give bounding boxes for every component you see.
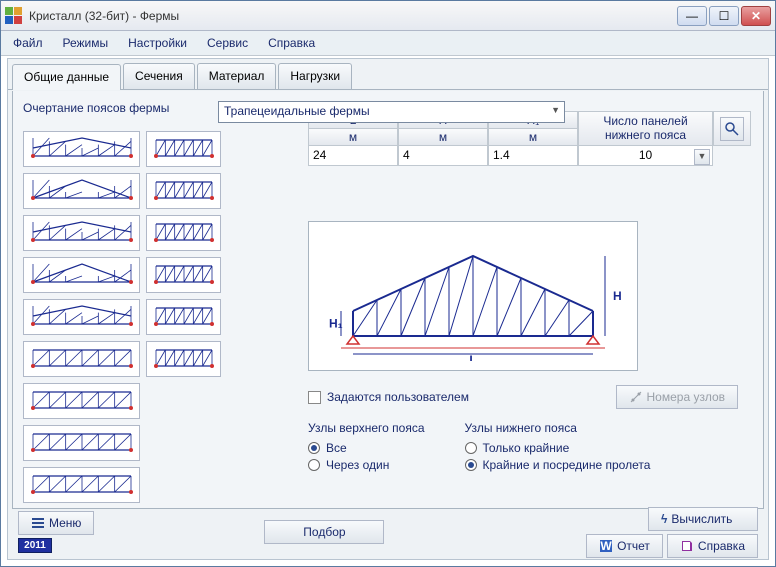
tabstrip: Общие данные Сечения Материал Нагрузки	[8, 59, 768, 90]
tab-sections[interactable]: Сечения	[123, 63, 195, 89]
truss-diagram: L H H₁	[308, 221, 638, 371]
truss-type-4[interactable]	[23, 299, 140, 335]
param-L-unit: м	[308, 129, 398, 146]
truss-type-r1[interactable]	[146, 173, 221, 209]
svg-text:L: L	[469, 353, 476, 361]
param-H-value[interactable]: 4	[398, 146, 488, 166]
options-area: Задаются пользователем Номера узлов Узлы…	[308, 385, 753, 475]
truss-type-1[interactable]	[23, 173, 140, 209]
node-icon	[629, 390, 643, 404]
menu-icon	[31, 516, 45, 530]
titlebar: Кристалл (32-бит) - Фермы — ☐ ✕	[1, 1, 775, 31]
menu-button[interactable]: Меню	[18, 511, 94, 535]
word-icon: W	[599, 539, 613, 553]
param-H-unit: м	[398, 129, 488, 146]
maximize-button[interactable]: ☐	[709, 6, 739, 26]
truss-type-5[interactable]	[23, 341, 140, 377]
top-nodes-group: Узлы верхнего пояса Все Через один	[308, 421, 425, 475]
shape-dropdown[interactable]: Трапецеидальные фермы	[218, 101, 565, 123]
user-defined-checkbox[interactable]: Задаются пользователем	[308, 390, 469, 404]
help-button[interactable]: Справка	[667, 534, 758, 558]
truss-type-6[interactable]	[23, 383, 140, 419]
user-defined-label: Задаются пользователем	[327, 390, 469, 404]
client-area: Общие данные Сечения Материал Нагрузки О…	[7, 58, 769, 560]
node-numbers-button[interactable]: Номера узлов	[616, 385, 739, 409]
radio-bot-mid[interactable]: Крайние и посредине пролета	[465, 458, 651, 472]
param-H1-unit: м	[488, 129, 578, 146]
truss-type-0[interactable]	[23, 131, 140, 167]
radio-bot-end[interactable]: Только крайние	[465, 441, 651, 455]
radio-top-alt[interactable]: Через один	[308, 458, 425, 472]
menu-help[interactable]: Справка	[264, 33, 319, 53]
truss-type-r4[interactable]	[146, 299, 221, 335]
menu-file[interactable]: Файл	[9, 33, 47, 53]
minimize-button[interactable]: —	[677, 6, 707, 26]
year-badge: 2011	[18, 538, 52, 553]
param-L-value[interactable]: 24	[308, 146, 398, 166]
truss-type-r5[interactable]	[146, 341, 221, 377]
bottom-bar: Меню 2011 Подбор ϟ Вычислить W Отчет	[12, 509, 764, 555]
node-numbers-label: Номера узлов	[647, 390, 726, 404]
truss-type-3[interactable]	[23, 257, 140, 293]
podbor-button[interactable]: Подбор	[264, 520, 384, 544]
main-window: Кристалл (32-бит) - Фермы — ☐ ✕ Файл Реж…	[0, 0, 776, 567]
truss-type-gallery	[23, 131, 268, 503]
window-title: Кристалл (32-бит) - Фермы	[29, 9, 675, 23]
bot-nodes-group: Узлы нижнего пояса Только крайние Крайни…	[465, 421, 651, 475]
close-button[interactable]: ✕	[741, 6, 771, 26]
bot-nodes-title: Узлы нижнего пояса	[465, 421, 651, 435]
param-N-value[interactable]: 10	[578, 146, 713, 166]
menu-settings[interactable]: Настройки	[124, 33, 191, 53]
tab-material[interactable]: Материал	[197, 63, 277, 89]
menu-service[interactable]: Сервис	[203, 33, 252, 53]
svg-text:H₁: H₁	[329, 317, 343, 331]
right-pane: Трапецеидальные фермы L м 24 H м 4 H₁	[308, 101, 753, 498]
truss-type-7[interactable]	[23, 425, 140, 461]
truss-type-r3[interactable]	[146, 257, 221, 293]
truss-type-8[interactable]	[23, 467, 140, 503]
truss-type-r0[interactable]	[146, 131, 221, 167]
checkbox-icon	[308, 391, 321, 404]
top-nodes-title: Узлы верхнего пояса	[308, 421, 425, 435]
zoom-icon[interactable]	[720, 117, 744, 141]
param-N-header: Число панелей нижнего пояса	[578, 111, 713, 146]
bolt-icon: ϟ	[661, 512, 667, 526]
param-H1-value[interactable]: 1.4	[488, 146, 578, 166]
menubar: Файл Режимы Настройки Сервис Справка	[1, 31, 775, 56]
menu-modes[interactable]: Режимы	[59, 33, 113, 53]
calc-button[interactable]: ϟ Вычислить	[648, 507, 758, 531]
book-icon	[680, 539, 694, 553]
app-icon	[5, 7, 23, 25]
svg-text:H: H	[613, 289, 622, 303]
tab-general[interactable]: Общие данные	[12, 64, 121, 90]
tab-panel-general: Очертание поясов фермы Трапецеидальные ф…	[12, 91, 764, 509]
truss-type-r2[interactable]	[146, 215, 221, 251]
svg-text:W: W	[600, 539, 612, 553]
radio-top-all[interactable]: Все	[308, 441, 425, 455]
report-button[interactable]: W Отчет	[586, 534, 663, 558]
tab-loads[interactable]: Нагрузки	[278, 63, 352, 89]
truss-type-2[interactable]	[23, 215, 140, 251]
